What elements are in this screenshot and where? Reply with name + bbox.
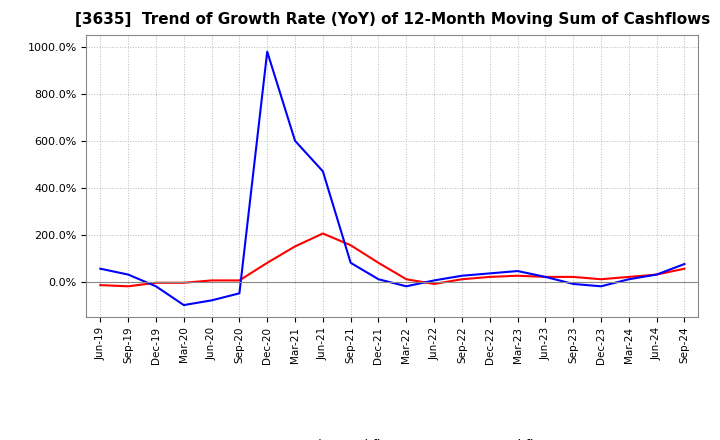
Operating Cashflow	[597, 277, 606, 282]
Free Cashflow	[680, 261, 689, 267]
Free Cashflow	[597, 284, 606, 289]
Operating Cashflow	[179, 280, 188, 286]
Free Cashflow	[652, 272, 661, 277]
Free Cashflow	[374, 277, 383, 282]
Free Cashflow	[624, 277, 633, 282]
Operating Cashflow	[291, 244, 300, 249]
Operating Cashflow	[318, 231, 327, 236]
Operating Cashflow	[152, 280, 161, 286]
Operating Cashflow	[430, 281, 438, 286]
Free Cashflow	[124, 272, 132, 277]
Operating Cashflow	[346, 242, 355, 248]
Operating Cashflow	[96, 282, 104, 288]
Operating Cashflow	[374, 260, 383, 265]
Operating Cashflow	[569, 274, 577, 279]
Free Cashflow	[402, 284, 410, 289]
Operating Cashflow	[263, 260, 271, 265]
Free Cashflow	[263, 49, 271, 54]
Free Cashflow	[318, 169, 327, 174]
Operating Cashflow	[541, 274, 550, 279]
Free Cashflow	[541, 274, 550, 279]
Line: Free Cashflow: Free Cashflow	[100, 51, 685, 305]
Legend: Operating Cashflow, Free Cashflow: Operating Cashflow, Free Cashflow	[228, 434, 557, 440]
Free Cashflow	[152, 284, 161, 289]
Operating Cashflow	[680, 266, 689, 271]
Title: [3635]  Trend of Growth Rate (YoY) of 12-Month Moving Sum of Cashflows: [3635] Trend of Growth Rate (YoY) of 12-…	[75, 12, 710, 27]
Operating Cashflow	[458, 277, 467, 282]
Free Cashflow	[346, 260, 355, 265]
Free Cashflow	[179, 302, 188, 308]
Operating Cashflow	[124, 284, 132, 289]
Free Cashflow	[458, 273, 467, 279]
Free Cashflow	[291, 138, 300, 143]
Free Cashflow	[207, 298, 216, 303]
Operating Cashflow	[485, 274, 494, 279]
Free Cashflow	[569, 281, 577, 286]
Operating Cashflow	[402, 277, 410, 282]
Free Cashflow	[513, 268, 522, 274]
Line: Operating Cashflow: Operating Cashflow	[100, 234, 685, 286]
Operating Cashflow	[513, 273, 522, 279]
Free Cashflow	[96, 266, 104, 271]
Operating Cashflow	[207, 278, 216, 283]
Operating Cashflow	[235, 278, 243, 283]
Operating Cashflow	[624, 274, 633, 279]
Operating Cashflow	[652, 272, 661, 277]
Free Cashflow	[235, 291, 243, 296]
Free Cashflow	[485, 271, 494, 276]
Free Cashflow	[430, 278, 438, 283]
